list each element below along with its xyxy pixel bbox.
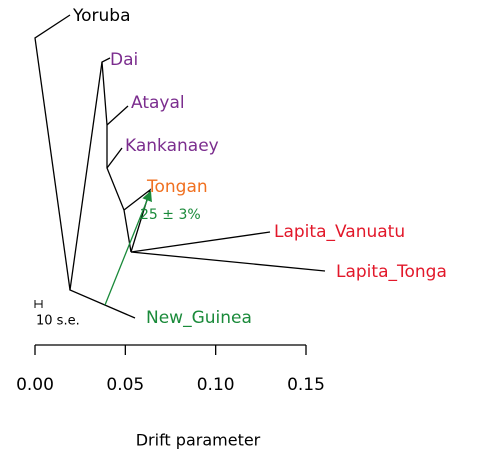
tick-label: 0.00 (16, 375, 54, 395)
tick-label: 0.05 (106, 375, 144, 395)
edge (69, 57, 136, 319)
leaf-label: Dai (110, 50, 138, 70)
migration-edge (104, 190, 152, 306)
edge (130, 231, 271, 253)
leaf-label: Kankanaey (125, 136, 219, 156)
scale-bar (34, 300, 43, 308)
leaf-label: Lapita_Vanuatu (274, 222, 405, 242)
edge (34, 14, 71, 291)
edge (123, 188, 152, 253)
x-axis: 0.00 0.05 0.10 0.15 (16, 344, 325, 395)
leaf-label: Yoruba (72, 6, 131, 26)
tick-label: 0.10 (197, 375, 235, 395)
migration-label: 25 ± 3% (140, 207, 201, 223)
edge (106, 105, 129, 126)
leaf-label: Lapita_Tonga (336, 262, 447, 282)
leaf-label: Atayal (131, 93, 185, 113)
scale-bar-label: 10 s.e. (36, 314, 80, 329)
tree-edges (34, 14, 326, 319)
edge (101, 61, 132, 253)
leaf-label: Tongan (146, 177, 208, 197)
edge (106, 147, 123, 169)
edge (130, 251, 326, 272)
leaf-label: New_Guinea (146, 308, 252, 328)
tick-label: 0.15 (287, 375, 325, 395)
axis-title: Drift parameter (136, 431, 261, 450)
